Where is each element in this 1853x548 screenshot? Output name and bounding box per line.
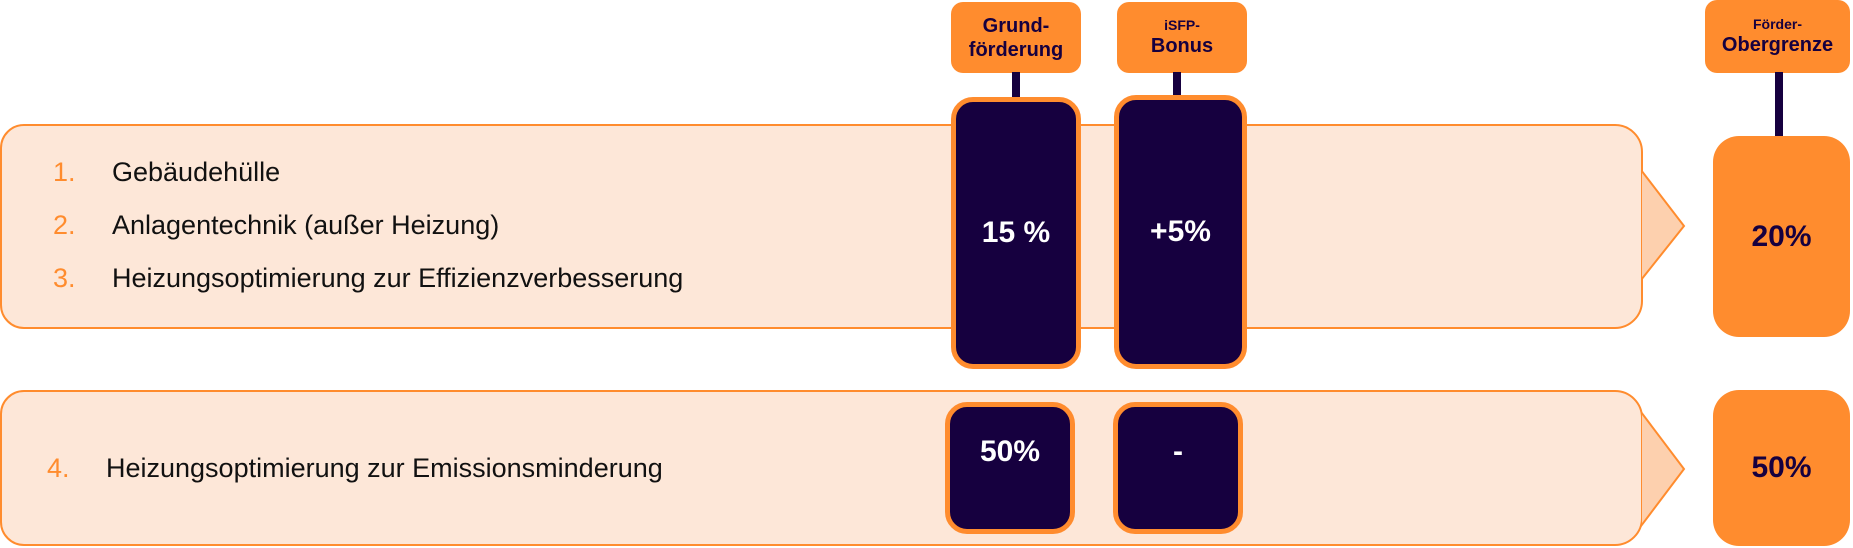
- bonus-value: -: [1113, 402, 1243, 534]
- list-item: 3. Heizungsoptimierung zur Effizienzverbe…: [53, 263, 684, 293]
- grundfoerderung-value: 50%: [945, 402, 1075, 534]
- list-item: 4. Heizungsoptimierung zur Emissionsminde…: [47, 453, 663, 483]
- row1-arrow-icon: [1641, 170, 1686, 282]
- connector: [1775, 72, 1783, 140]
- grundfoerderung-value: 15 %: [951, 97, 1081, 369]
- connector: [1012, 72, 1020, 98]
- header-grundfoerderung: Grund-förderung: [951, 2, 1081, 73]
- header-isfp-bonus: iSFP- Bonus: [1117, 2, 1247, 73]
- list-item: 1. Gebäudehülle: [53, 157, 281, 187]
- row1-panel: [0, 124, 1643, 329]
- header-foerder-obergrenze: Förder- Obergrenze: [1705, 0, 1850, 73]
- list-item: 2. Anlagentechnik (außer Heizung): [53, 210, 500, 240]
- row2-arrow-icon: [1641, 412, 1686, 528]
- obergrenze-value: 50%: [1713, 390, 1850, 546]
- connector: [1173, 72, 1181, 96]
- bonus-value: +5%: [1114, 95, 1247, 369]
- obergrenze-value: 20%: [1713, 136, 1850, 337]
- row2-panel: [0, 390, 1643, 546]
